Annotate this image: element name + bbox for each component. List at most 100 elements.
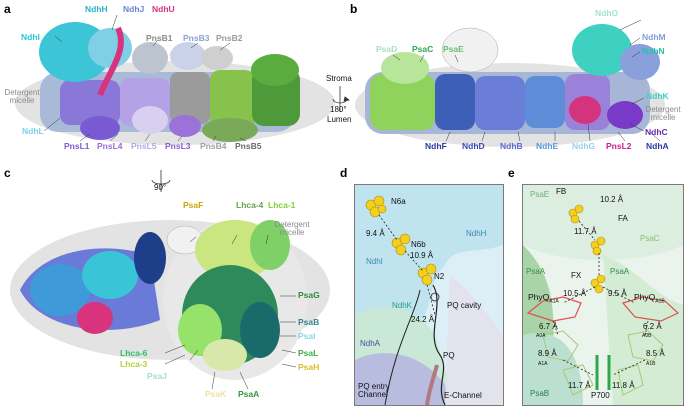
label-ndhh-d: NdhH [466,229,487,238]
label-psad: PsaD [376,44,398,54]
panel-b-letter: b [350,2,358,16]
label-lhca4: Lhca-4 [236,200,264,210]
label-phyq-b-sub: A1B [655,298,665,305]
label-pnsb1: PnsB1 [146,33,173,43]
panel-e-inset [522,184,684,406]
label-ndhb: NdhB [500,141,523,151]
label-a0a: A0A [536,333,546,339]
label-dist-8-5: 8.5 Å [646,349,665,358]
label-ndhk-d: NdhK [392,301,413,310]
label-dist-9-5: 9.5 Å [608,289,627,298]
label-psal: PsaL [298,348,319,358]
label-psac-e: PsaC [640,234,660,243]
label-psai: PsaI [298,331,316,341]
label-pq-cavity: PQ cavity [447,301,482,310]
label-pnsl5: PnsL5 [131,141,157,151]
panel-d-inset [354,184,504,406]
label-phyq-b: PhyQA1B [634,292,665,305]
label-lumen: Lumen [327,115,352,124]
label-pq: PQ [443,351,455,360]
label-rotation-180: 180° [330,105,347,114]
label-stroma: Stroma [326,74,352,83]
label-psab: PsaB [298,317,320,327]
label-pnsl4: PnsL4 [97,141,123,151]
label-psac: PsaC [412,44,434,54]
label-detergent-micelle-b: Detergent micelle [645,105,681,123]
label-ndhk: NdhK [646,91,669,101]
label-dist-9-4: 9.4 Å [366,229,385,238]
label-ndha: NdhA [646,141,669,151]
label-a0b: A0B [642,333,652,339]
label-a1a: A1A [538,361,548,367]
label-phyq-a-sub: A1A [549,298,559,305]
label-psae-e: PsaE [530,190,550,199]
label-psag: PsaG [298,290,320,300]
panel-d-cluster-illustration [355,185,503,405]
label-ndho: NdhO [595,8,619,18]
label-dist-11-7-top: 11.7 Å [574,227,597,236]
label-psah: PsaH [298,362,320,372]
label-n6b: N6b [411,240,426,249]
label-dist-8-9: 8.9 Å [538,349,557,358]
label-n6a: N6a [391,197,406,206]
label-ndha-d: NdhA [360,339,381,348]
label-ndhu: NdhU [152,4,175,14]
label-dist-6-2: 6.2 Å [643,322,662,331]
label-ndhj: NdhJ [123,4,145,14]
label-lhca1: Lhca-1 [268,200,296,210]
label-pnsb3: PnsB3 [183,33,210,43]
label-pnsb5: PnsB5 [235,141,262,151]
label-dist-10-9: 10.9 Å [410,251,434,260]
label-phyq-a: PhyQA1A [528,292,559,305]
label-ndhi: NdhI [21,32,40,42]
label-psaj: PsaJ [147,371,167,381]
label-lhca6: Lhca-6 [120,348,148,358]
label-ndhe: NdhE [536,141,559,151]
label-pnsl3: PnsL3 [165,141,191,151]
label-ndhn: NdhN [642,46,665,56]
panel-c-letter: c [4,166,11,180]
panel-a-letter: a [4,2,11,16]
label-a1b: A1B [646,361,656,367]
panel-e-letter: e [508,166,515,180]
label-n2: N2 [434,272,445,281]
label-ndhi-d: NdhI [366,257,383,266]
label-psaa-e: PsaA [526,267,546,276]
panel-d-letter: d [340,166,348,180]
label-pnsb4: PnsB4 [200,141,227,151]
label-p700: P700 [591,391,610,400]
label-fa: FA [618,214,628,223]
label-psab-e: PsaB [530,389,550,398]
label-dist-6-7: 6.7 Å [539,322,558,331]
label-ndhh: NdhH [85,4,108,14]
label-ndhg: NdhG [572,141,596,151]
label-dist-10-5: 10.5 Å [563,289,587,298]
label-pq-entry-channel: PQ entry Channel [358,382,390,399]
label-dist-24-2: 24.2 Å [411,315,435,324]
label-rotation-90: 90° [154,183,167,192]
label-dist-11-7-bottom: 11.7 Å [568,381,591,390]
label-psaf: PsaF [183,200,204,210]
label-ndhc: NdhC [645,127,668,137]
label-pnsb2: PnsB2 [216,33,243,43]
label-fb: FB [556,187,567,196]
label-dist-10-2: 10.2 Å [600,195,624,204]
label-psae: PsaE [443,44,464,54]
label-dist-11-8: 11.8 Å [612,381,635,390]
label-fx: FX [571,271,582,280]
label-e-channel: E-Channel [444,391,482,400]
label-detergent-micelle-c: Detergent micelle [274,220,310,238]
panel-e-cofactor-illustration [523,185,683,405]
label-ndhl: NdhL [22,126,44,136]
label-pnsl2: PnsL2 [606,141,632,151]
label-ndhm: NdhM [642,32,666,42]
label-pnsl1: PnsL1 [64,141,90,151]
label-psak: PsaK [205,389,227,399]
label-ndhd: NdhD [462,141,485,151]
label-lhca3: Lhca-3 [120,359,148,369]
label-ndhf: NdhF [425,141,447,151]
label-psaa: PsaA [238,389,260,399]
